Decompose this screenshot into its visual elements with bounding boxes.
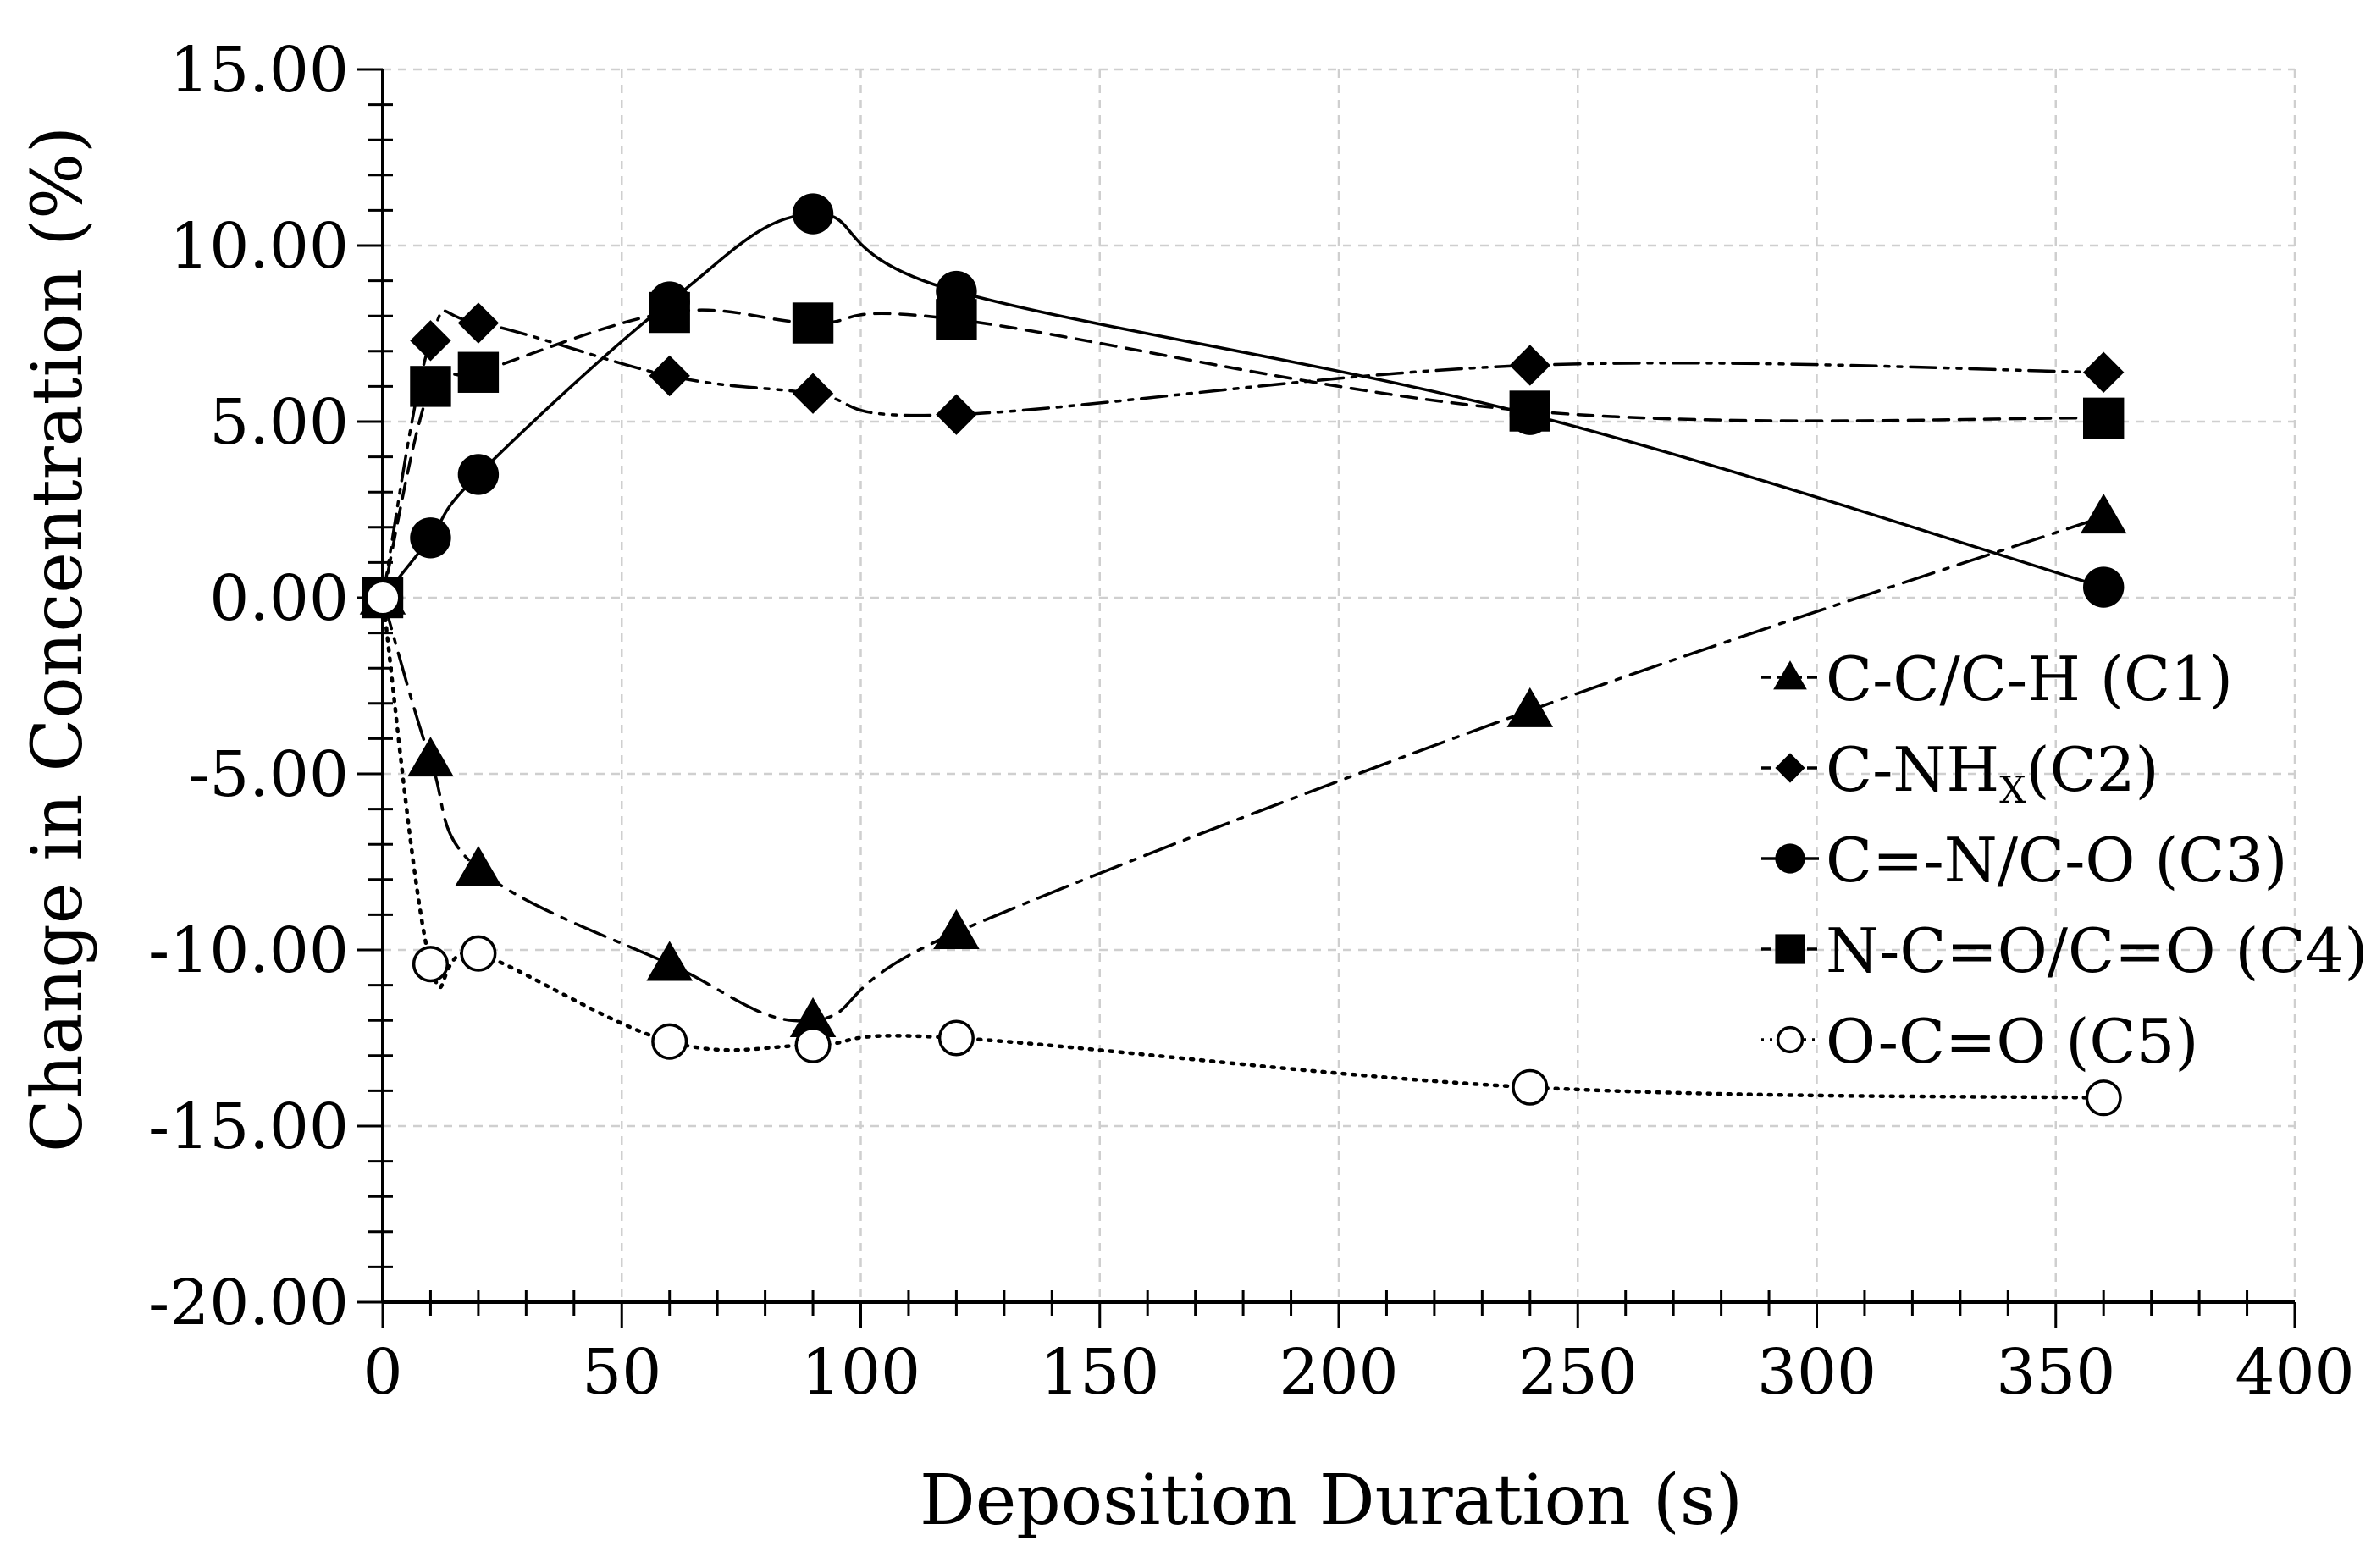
data-point-c4 [649, 291, 690, 334]
x-tick-label: 50 [582, 1336, 661, 1409]
data-point-c5 [937, 1019, 975, 1057]
data-point-c2 [649, 355, 690, 397]
legend-marker-c3 [1775, 843, 1805, 874]
legend-label-c4: N-C=O/C=O (C4) [1826, 915, 2368, 986]
x-tick-label: 400 [2235, 1336, 2354, 1409]
x-tick-label: 200 [1279, 1336, 1398, 1409]
axes: 15.00 10.00 5.00 0.00 -5.00 -10.00 -15.00 -20.0… [148, 34, 2354, 1409]
x-tick-label: 100 [801, 1336, 920, 1409]
data-point-c4 [410, 366, 451, 407]
x-tick-label: 0 [362, 1336, 402, 1409]
legend-marker-c2 [1775, 753, 1805, 783]
data-point-c1 [933, 908, 980, 949]
data-point-c1 [1506, 687, 1554, 727]
data-point-c5 [364, 579, 401, 616]
y-axis-title: Change in Concentration (%) [18, 126, 98, 1152]
gridlines [383, 68, 2296, 1302]
data-point-c5 [651, 1023, 688, 1060]
y-tick-label: -10.00 [148, 914, 349, 987]
data-point-c2 [1509, 345, 1550, 386]
series-line-c2 [381, 309, 2105, 599]
data-point-c4 [792, 302, 834, 344]
series-line-c1 [381, 515, 2105, 1023]
data-point-c3 [410, 517, 451, 559]
y-tick-label: 0.00 [209, 562, 349, 635]
legend-label-c2: C-NHX(C2) [1826, 734, 2159, 812]
data-point-c3 [792, 193, 834, 235]
y-tick-label: -5.00 [188, 738, 349, 811]
data-point-c4 [1509, 390, 1550, 432]
series-line-c3 [381, 212, 2105, 599]
marker-group [359, 193, 2127, 1117]
data-point-c1 [646, 941, 693, 981]
data-point-c2 [792, 373, 834, 414]
data-point-c4 [457, 351, 500, 393]
y-tick-label: -20.00 [148, 1267, 349, 1339]
y-tick-label: -15.00 [148, 1090, 349, 1163]
data-point-c3 [457, 454, 500, 495]
x-tick-label: 300 [1757, 1336, 1876, 1409]
legend-label-c5: O-C=O (C5) [1826, 1006, 2198, 1077]
x-tick-label: 150 [1040, 1336, 1159, 1409]
y-tick-label: 15.00 [169, 34, 349, 107]
legend-marker-c4 [1775, 934, 1805, 964]
y-tick-label: 5.00 [209, 386, 349, 459]
data-point-c5 [2085, 1079, 2122, 1117]
data-point-c1 [455, 846, 502, 886]
x-axis-title: Deposition Duration (s) [920, 1460, 1743, 1541]
data-point-c4 [2083, 397, 2125, 439]
data-point-c5 [412, 946, 450, 983]
data-point-c2 [936, 394, 977, 435]
y-tick-label: 10.00 [169, 210, 349, 283]
data-point-c1 [789, 997, 837, 1037]
legend-label-c1: C-C/C-H (C1) [1826, 643, 2233, 715]
data-point-c5 [460, 935, 497, 972]
data-point-c4 [936, 299, 977, 340]
legend-marker-c5 [1776, 1025, 1805, 1054]
data-point-c1 [2080, 494, 2127, 534]
data-point-c3 [2083, 566, 2125, 608]
data-point-c1 [407, 737, 454, 777]
legend-label-c3: C=-N/C-O (C3) [1826, 825, 2287, 896]
data-point-c2 [457, 302, 500, 344]
data-point-c5 [794, 1026, 832, 1063]
x-tick-label: 350 [1996, 1336, 2115, 1409]
data-point-c2 [410, 320, 451, 362]
x-tick-label: 250 [1518, 1336, 1638, 1409]
legend: C-C/C-H (C1) C-NHX(C2) C=-N/C-O (C3) N-C=O/… [1761, 643, 2368, 1077]
data-point-c5 [1512, 1068, 1549, 1106]
legend-marker-c1 [1773, 660, 1807, 690]
data-point-c2 [2083, 351, 2125, 393]
